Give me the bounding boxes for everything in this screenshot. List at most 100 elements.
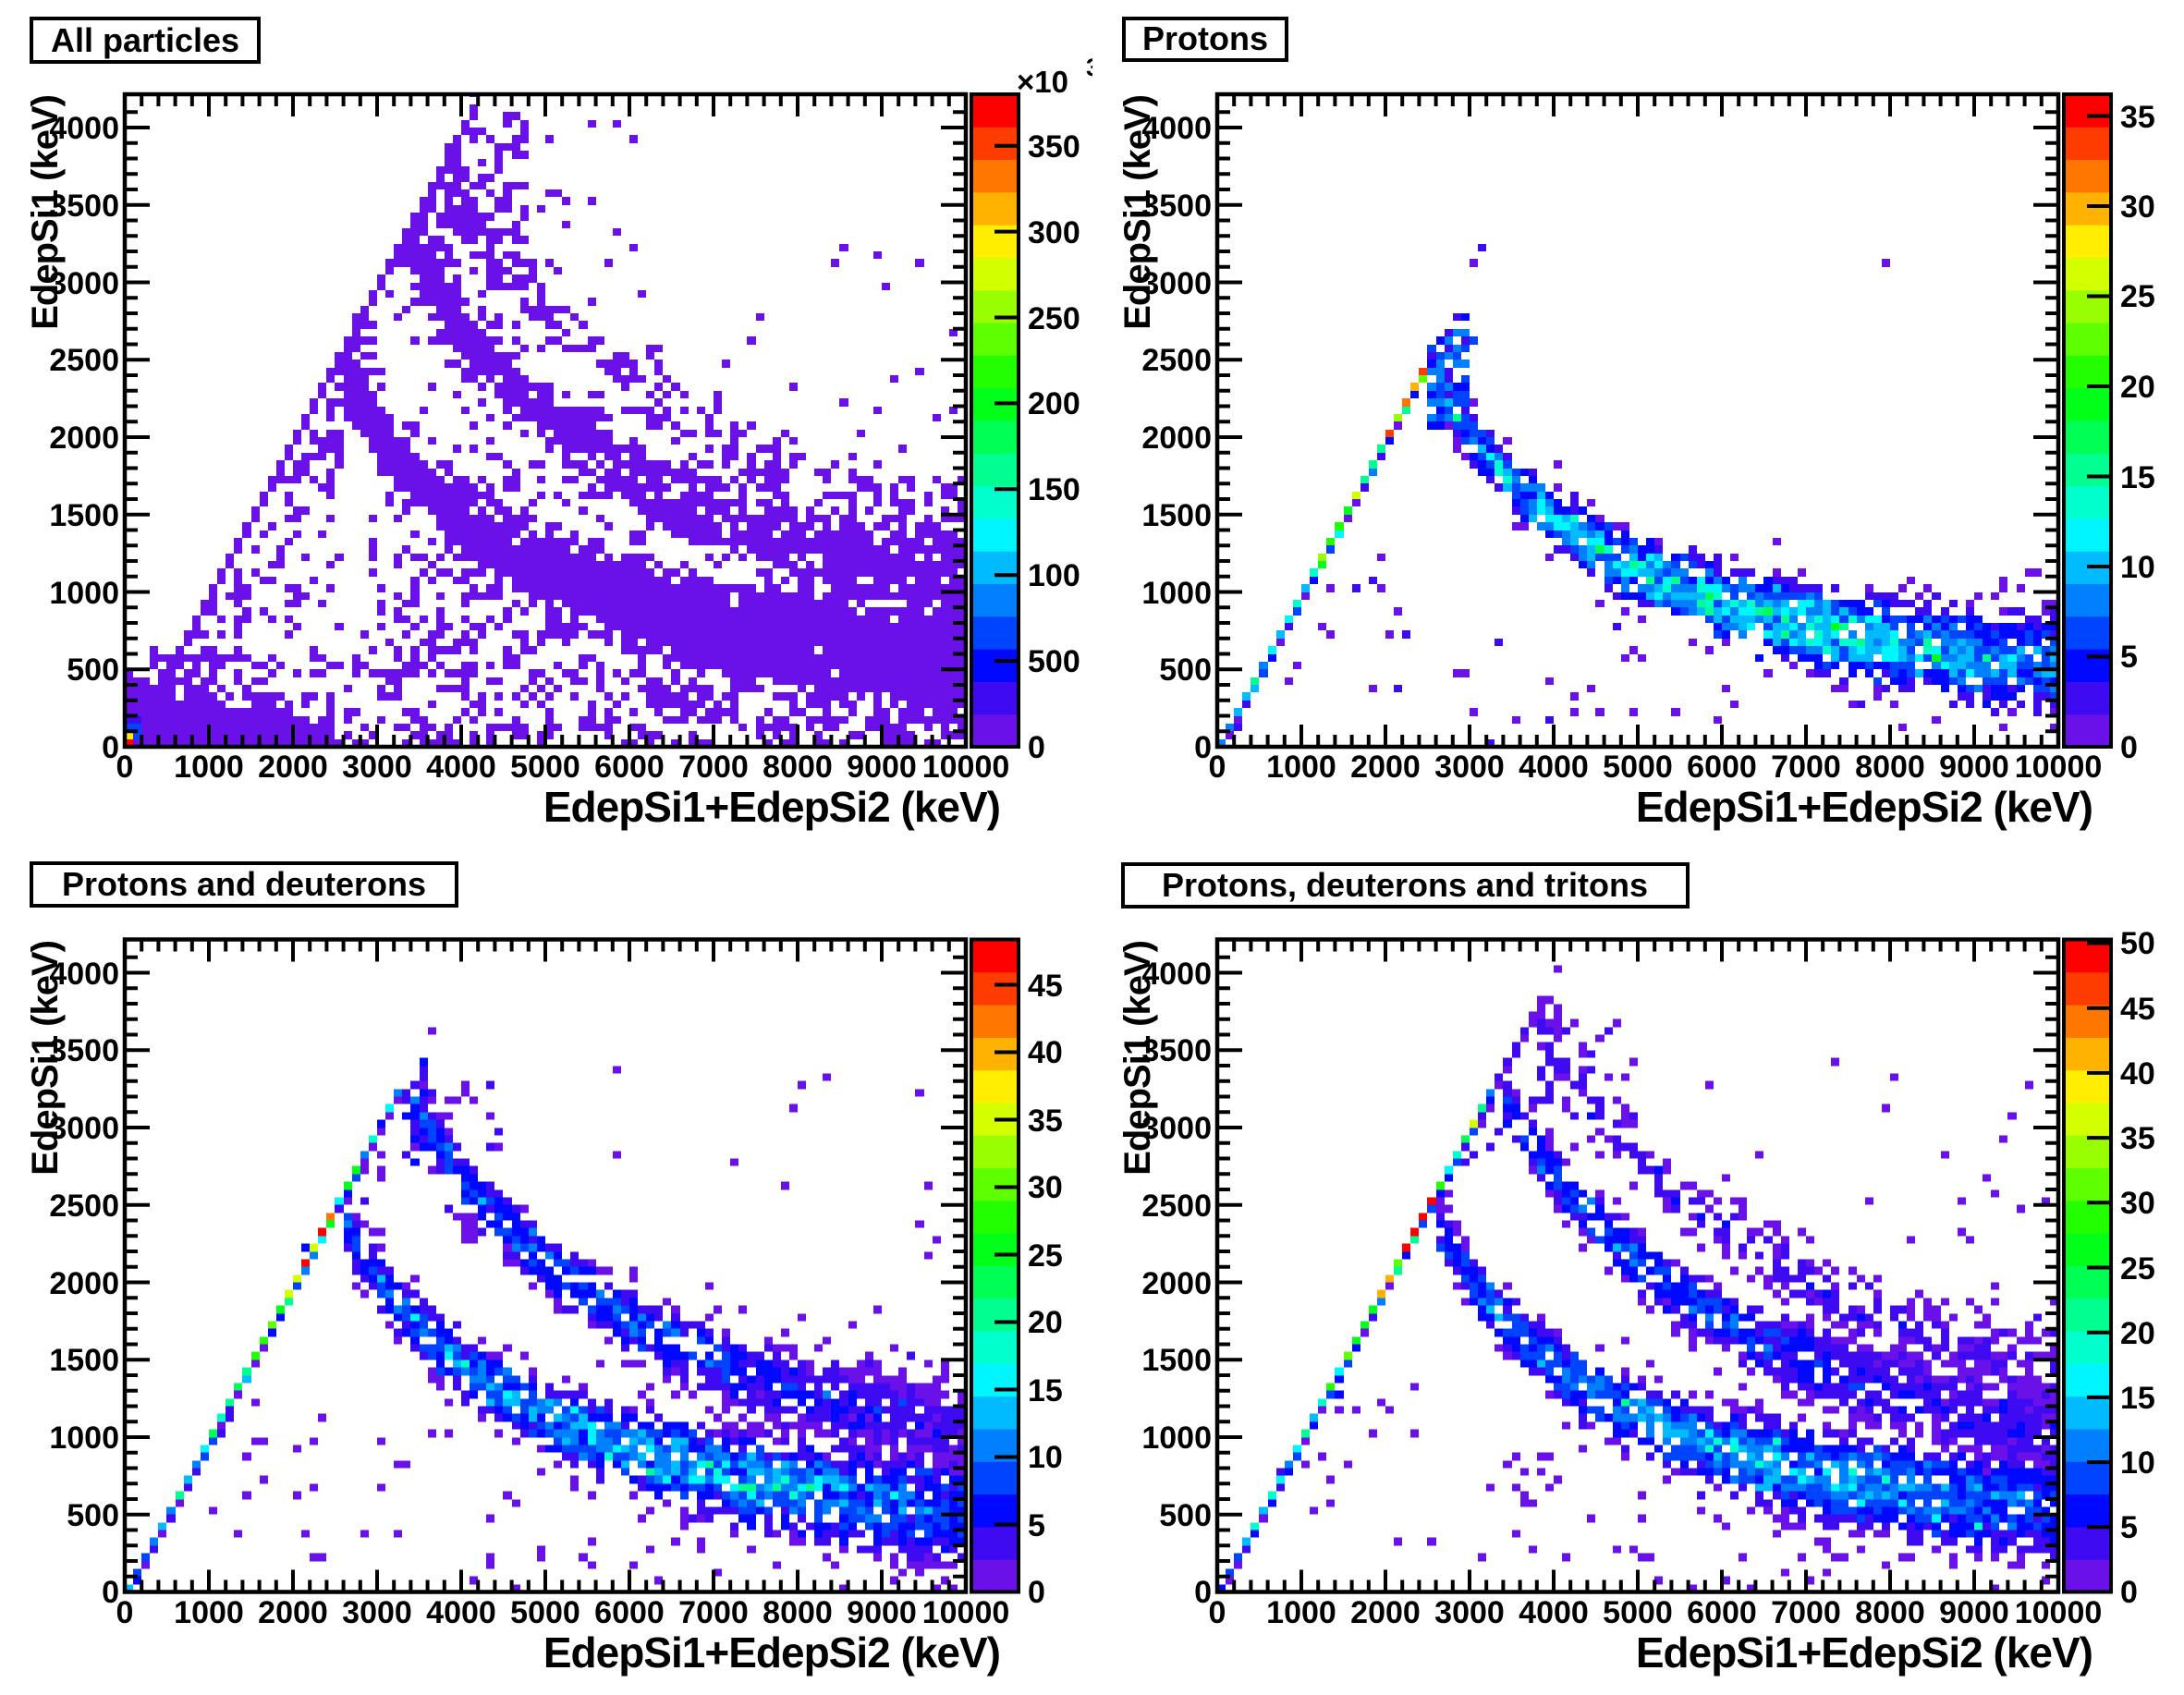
svg-text:350: 350 [1028, 129, 1080, 165]
svg-text:1500: 1500 [49, 1343, 119, 1378]
svg-text:500: 500 [67, 652, 119, 688]
svg-text:2500: 2500 [1141, 343, 1212, 378]
svg-text:35: 35 [2120, 100, 2155, 135]
svg-text:Protons, deuterons and tritons: Protons, deuterons and tritons [1162, 866, 1648, 904]
svg-text:200: 200 [1028, 386, 1080, 421]
svg-text:4000: 4000 [1141, 957, 1212, 992]
svg-text:1000: 1000 [174, 750, 244, 785]
svg-text:3000: 3000 [1141, 266, 1212, 301]
svg-text:3000: 3000 [342, 1595, 412, 1630]
svg-text:1500: 1500 [1141, 1343, 1212, 1378]
svg-text:150: 150 [1028, 472, 1080, 507]
svg-text:1000: 1000 [1266, 1595, 1336, 1630]
svg-text:2000: 2000 [258, 1595, 328, 1630]
svg-text:0: 0 [116, 750, 134, 785]
svg-text:500: 500 [1028, 644, 1080, 679]
svg-text:10: 10 [1028, 1440, 1063, 1475]
svg-text:5000: 5000 [1603, 750, 1673, 785]
svg-text:2000: 2000 [258, 750, 328, 785]
svg-text:4000: 4000 [426, 1595, 496, 1630]
svg-text:0: 0 [102, 730, 119, 765]
svg-text:0: 0 [2120, 1575, 2138, 1610]
svg-text:7000: 7000 [678, 1595, 749, 1630]
svg-text:0: 0 [1209, 1595, 1226, 1630]
svg-text:3000: 3000 [49, 1111, 119, 1146]
svg-text:1000: 1000 [174, 1595, 244, 1630]
svg-text:1000: 1000 [49, 576, 119, 611]
svg-text:500: 500 [1159, 652, 1212, 688]
svg-text:EdepSi1+EdepSi2 (keV): EdepSi1+EdepSi2 (keV) [543, 1628, 1000, 1677]
svg-text:9000: 9000 [1939, 1595, 2009, 1630]
svg-text:15: 15 [2120, 460, 2155, 495]
svg-text:5: 5 [2120, 640, 2138, 675]
svg-text:3000: 3000 [1434, 1595, 1505, 1630]
svg-text:15: 15 [1028, 1373, 1063, 1408]
svg-text:5000: 5000 [1603, 1595, 1673, 1630]
svg-text:10: 10 [2120, 550, 2155, 585]
svg-text:20: 20 [2120, 370, 2155, 405]
svg-text:3: 3 [1086, 54, 1100, 81]
svg-text:4000: 4000 [49, 111, 119, 146]
svg-text:1000: 1000 [1141, 576, 1212, 611]
svg-text:20: 20 [2120, 1316, 2155, 1351]
svg-text:2500: 2500 [1141, 1189, 1212, 1224]
svg-text:5000: 5000 [510, 1595, 580, 1630]
svg-text:20: 20 [1028, 1305, 1063, 1340]
svg-text:3500: 3500 [1141, 1033, 1212, 1068]
svg-text:5: 5 [2120, 1510, 2138, 1545]
svg-text:2000: 2000 [1350, 1595, 1421, 1630]
svg-text:1500: 1500 [49, 498, 119, 533]
svg-text:8000: 8000 [763, 1595, 833, 1630]
svg-text:100: 100 [1028, 558, 1080, 593]
svg-text:2000: 2000 [1350, 750, 1421, 785]
svg-text:EdepSi1 (keV): EdepSi1 (keV) [1117, 941, 1158, 1176]
svg-text:4000: 4000 [49, 957, 119, 992]
svg-text:EdepSi1 (keV): EdepSi1 (keV) [25, 95, 66, 330]
svg-text:EdepSi1 (keV): EdepSi1 (keV) [25, 941, 66, 1176]
svg-text:3000: 3000 [49, 266, 119, 301]
svg-text:2000: 2000 [49, 1266, 119, 1301]
svg-text:7000: 7000 [678, 750, 749, 785]
svg-text:EdepSi1+EdepSi2 (keV): EdepSi1+EdepSi2 (keV) [543, 783, 1000, 831]
svg-text:7000: 7000 [1771, 1595, 1841, 1630]
svg-text:8000: 8000 [1855, 1595, 1925, 1630]
svg-text:×10: ×10 [1017, 65, 1068, 99]
svg-text:2000: 2000 [1141, 421, 1212, 456]
svg-text:0: 0 [102, 1575, 119, 1610]
svg-text:500: 500 [67, 1498, 119, 1533]
svg-text:500: 500 [1159, 1498, 1212, 1533]
svg-text:25: 25 [2120, 279, 2155, 314]
svg-text:40: 40 [1028, 1035, 1063, 1070]
svg-text:7000: 7000 [1771, 750, 1841, 785]
svg-text:1000: 1000 [49, 1421, 119, 1456]
svg-text:EdepSi1+EdepSi2 (keV): EdepSi1+EdepSi2 (keV) [1636, 783, 2092, 831]
svg-text:1000: 1000 [1141, 1421, 1212, 1456]
svg-text:35: 35 [2120, 1121, 2155, 1156]
svg-text:5000: 5000 [510, 750, 580, 785]
svg-text:30: 30 [2120, 189, 2155, 225]
svg-text:EdepSi1+EdepSi2 (keV): EdepSi1+EdepSi2 (keV) [1636, 1628, 2092, 1677]
svg-text:15: 15 [2120, 1381, 2155, 1416]
svg-text:1000: 1000 [1266, 750, 1336, 785]
svg-text:50: 50 [2120, 926, 2155, 961]
svg-text:0: 0 [1209, 750, 1226, 785]
svg-text:300: 300 [1028, 215, 1080, 250]
svg-text:4000: 4000 [426, 750, 496, 785]
svg-text:6000: 6000 [594, 1595, 665, 1630]
svg-text:10000: 10000 [2015, 1595, 2103, 1630]
svg-text:9000: 9000 [847, 1595, 917, 1630]
svg-text:Protons: Protons [1142, 19, 1268, 57]
svg-text:3000: 3000 [1434, 750, 1505, 785]
svg-text:5: 5 [1028, 1508, 1045, 1543]
svg-text:2500: 2500 [49, 1189, 119, 1224]
svg-text:8000: 8000 [1855, 750, 1925, 785]
svg-text:10000: 10000 [922, 1595, 1010, 1630]
svg-text:10000: 10000 [922, 750, 1010, 785]
svg-text:3500: 3500 [49, 189, 119, 224]
svg-text:10000: 10000 [2015, 750, 2103, 785]
svg-text:0: 0 [1028, 1575, 1045, 1610]
svg-text:45: 45 [2120, 992, 2155, 1027]
svg-text:6000: 6000 [1687, 1595, 1757, 1630]
svg-text:0: 0 [1194, 1575, 1212, 1610]
svg-text:8000: 8000 [763, 750, 833, 785]
